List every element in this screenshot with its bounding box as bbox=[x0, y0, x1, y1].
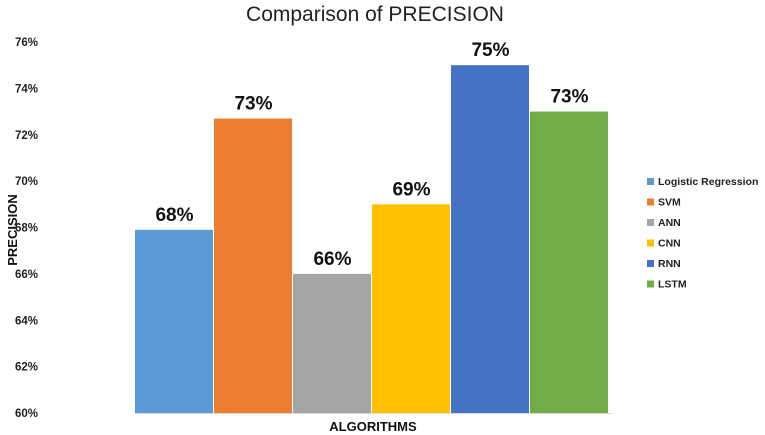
data-label: 73% bbox=[234, 94, 272, 115]
legend-swatch bbox=[647, 260, 654, 267]
bar-group bbox=[135, 65, 608, 414]
legend-swatch bbox=[647, 239, 654, 247]
legend-swatch bbox=[647, 178, 654, 185]
legend-swatch bbox=[647, 280, 654, 288]
data-label: 75% bbox=[471, 40, 509, 61]
legend-label: Logistic Regression bbox=[658, 176, 758, 188]
legend-label: SVM bbox=[658, 197, 681, 209]
bar-rnn bbox=[451, 65, 529, 413]
bar-logistic-regression bbox=[135, 229, 213, 413]
legend-label: LSTM bbox=[658, 279, 687, 291]
legend-swatch bbox=[647, 198, 654, 206]
legend-label: ANN bbox=[658, 217, 681, 229]
bar-ann bbox=[293, 273, 371, 413]
data-label-group: 68% 73% 66% 69% 75% 73% bbox=[155, 40, 588, 270]
y-tick-label: 68% bbox=[15, 223, 38, 235]
y-tick-label: 60% bbox=[15, 408, 38, 420]
y-axis-ticks: 60% 62% 64% 66% 68% 70% 72% 74% 76% bbox=[15, 37, 38, 420]
legend-swatch bbox=[647, 219, 654, 226]
y-tick-label: 64% bbox=[15, 315, 38, 327]
y-tick-label: 70% bbox=[15, 176, 38, 188]
legend-label: RNN bbox=[658, 258, 681, 270]
y-axis-label: PRECISION bbox=[5, 194, 20, 266]
y-tick-label: 74% bbox=[15, 83, 38, 95]
bar-svm bbox=[214, 118, 292, 414]
bar-cnn bbox=[372, 204, 450, 413]
data-label: 68% bbox=[155, 205, 193, 226]
data-label: 66% bbox=[313, 249, 351, 270]
y-tick-label: 76% bbox=[15, 37, 38, 49]
data-label: 69% bbox=[392, 179, 430, 200]
legend-label: CNN bbox=[658, 238, 681, 250]
x-axis-label: ALGORITHMS bbox=[329, 419, 417, 434]
y-tick-label: 62% bbox=[15, 362, 38, 374]
chart-title: Comparison of PRECISION bbox=[246, 3, 504, 26]
y-tick-label: 72% bbox=[15, 130, 38, 142]
data-label: 73% bbox=[550, 87, 588, 108]
y-tick-label: 66% bbox=[15, 269, 38, 281]
legend: Logistic Regression SVM ANN CNN RNN LSTM bbox=[647, 176, 758, 291]
bar-lstm bbox=[530, 111, 608, 413]
